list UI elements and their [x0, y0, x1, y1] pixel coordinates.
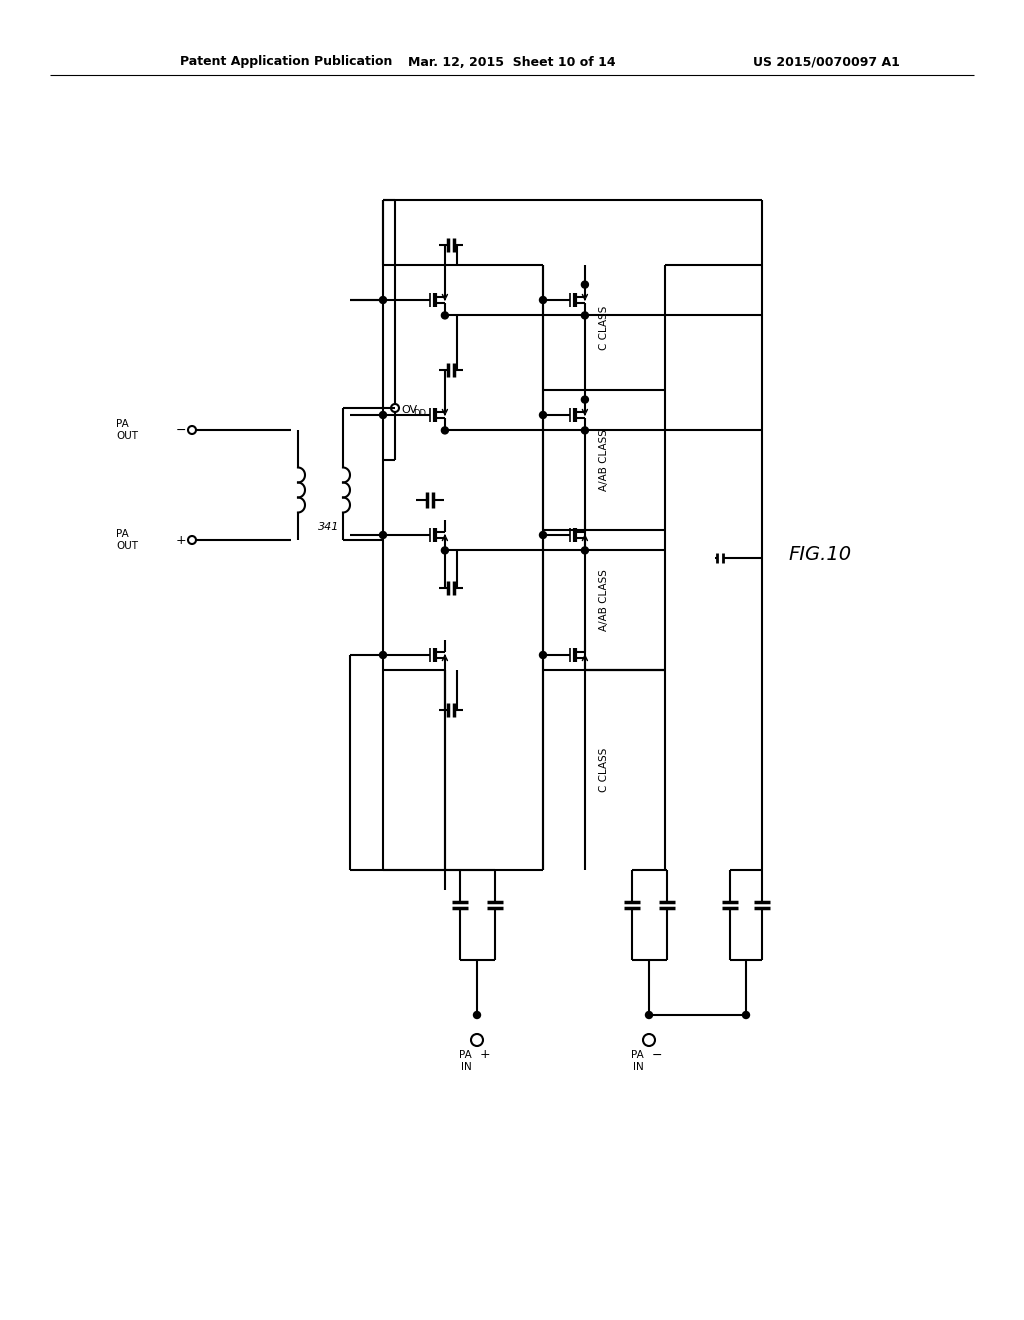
Text: OUT: OUT: [116, 432, 138, 441]
Text: PA: PA: [116, 529, 129, 539]
Text: +: +: [480, 1048, 490, 1061]
Text: Patent Application Publication: Patent Application Publication: [180, 55, 392, 69]
Circle shape: [441, 312, 449, 319]
Text: OUT: OUT: [116, 541, 138, 550]
Circle shape: [441, 546, 449, 554]
Text: IN: IN: [461, 1063, 472, 1072]
Text: IN: IN: [633, 1063, 644, 1072]
Circle shape: [473, 1011, 480, 1019]
Text: PA: PA: [116, 418, 129, 429]
Text: PA: PA: [631, 1049, 644, 1060]
Circle shape: [582, 546, 589, 554]
Circle shape: [540, 652, 547, 659]
Circle shape: [582, 396, 589, 403]
Text: C CLASS: C CLASS: [599, 305, 609, 350]
Text: −: −: [652, 1048, 663, 1061]
Text: C CLASS: C CLASS: [599, 748, 609, 792]
Text: −: −: [176, 424, 186, 437]
Circle shape: [582, 281, 589, 288]
Text: 341: 341: [318, 521, 339, 532]
Circle shape: [540, 532, 547, 539]
Text: PA: PA: [459, 1049, 472, 1060]
Text: US 2015/0070097 A1: US 2015/0070097 A1: [753, 55, 900, 69]
Circle shape: [380, 652, 386, 659]
Circle shape: [742, 1011, 750, 1019]
Circle shape: [582, 426, 589, 434]
Text: +: +: [176, 533, 186, 546]
Text: OV: OV: [401, 405, 417, 414]
Circle shape: [582, 312, 589, 319]
Text: DD: DD: [413, 408, 426, 417]
Text: A/AB CLASS: A/AB CLASS: [599, 429, 609, 491]
Circle shape: [380, 297, 386, 304]
Circle shape: [441, 426, 449, 434]
Text: A/AB CLASS: A/AB CLASS: [599, 569, 609, 631]
Text: Mar. 12, 2015  Sheet 10 of 14: Mar. 12, 2015 Sheet 10 of 14: [409, 55, 615, 69]
Circle shape: [380, 532, 386, 539]
Circle shape: [540, 412, 547, 418]
Text: FIG.10: FIG.10: [788, 545, 852, 565]
Circle shape: [645, 1011, 652, 1019]
Circle shape: [540, 297, 547, 304]
Circle shape: [380, 412, 386, 418]
